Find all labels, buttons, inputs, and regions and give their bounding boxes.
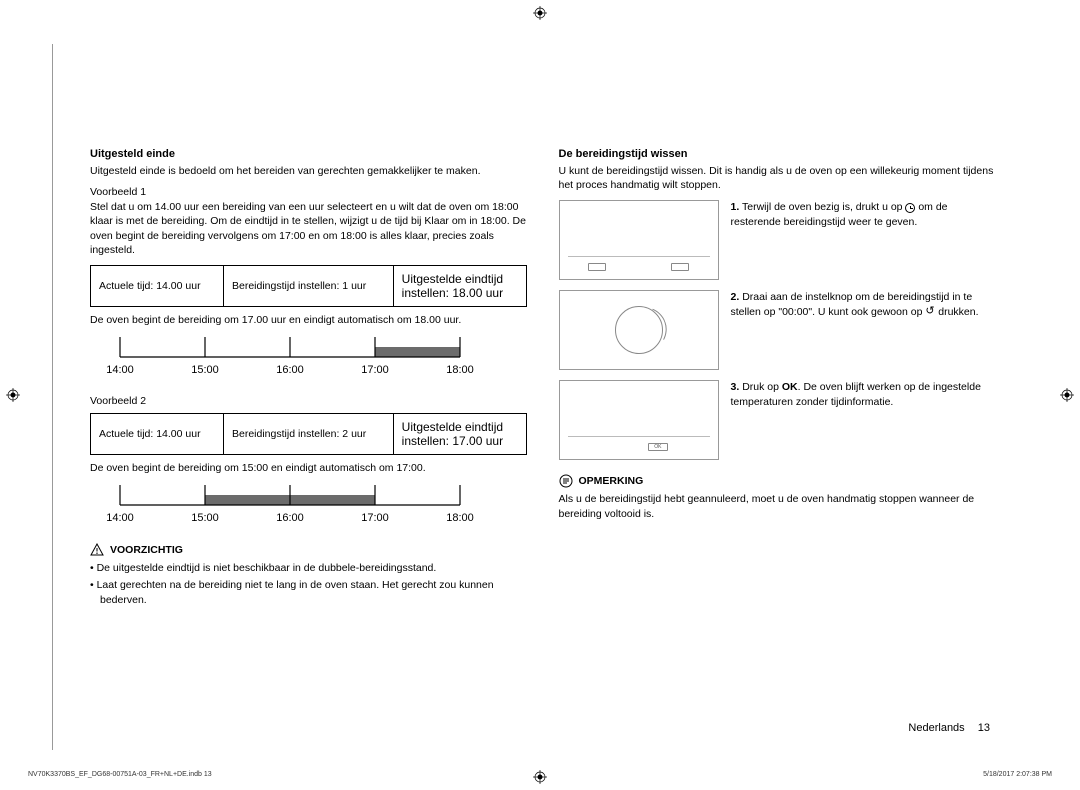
- right-column: De bereidingstijd wissen U kunt de berei…: [559, 148, 996, 609]
- example2-caption: De oven begint de bereiding om 15:00 en …: [90, 461, 527, 475]
- step-3: OK 3. Druk op OK. De oven blijft werken …: [559, 380, 996, 460]
- step-1: 1. Terwijl de oven bezig is, drukt u op …: [559, 200, 996, 280]
- step-2: 2. Draai aan de instelknop om de bereidi…: [559, 290, 996, 370]
- example1-table: Actuele tijd: 14.00 uur Bereidingstijd i…: [90, 265, 527, 307]
- step3-text: 3. Druk op OK. De oven blijft werken op …: [731, 380, 996, 408]
- example1-text: Stel dat u om 14.00 uur een bereiding va…: [90, 200, 527, 257]
- ex1-cell-current-time: Actuele tijd: 14.00 uur: [91, 265, 224, 306]
- timeline-2: 14:00 15:00 16:00 17:00 18:00: [90, 483, 527, 529]
- back-icon: [925, 307, 935, 317]
- caution-bullet-1: • De uitgestelde eindtijd is niet beschi…: [90, 561, 527, 576]
- registration-mark-bottom: [533, 770, 547, 784]
- svg-text:14:00: 14:00: [106, 364, 134, 376]
- step2-text: 2. Draai aan de instelknop om de bereidi…: [731, 290, 996, 318]
- page-content: Uitgesteld einde Uitgesteld einde is bed…: [90, 148, 995, 609]
- print-mark-filename: NV70K3370BS_EF_DG68-00751A-03_FR+NL+DE.i…: [28, 771, 212, 778]
- registration-mark-top: [533, 6, 547, 20]
- timeline-1: 14:00 15:00 16:00 17:00 18:00: [90, 335, 527, 381]
- svg-text:15:00: 15:00: [191, 364, 219, 376]
- note-label: OPMERKING: [579, 475, 644, 487]
- step3-illustration: OK: [559, 380, 719, 460]
- ex1-cell-cooking-time: Bereidingstijd instellen: 1 uur: [224, 265, 394, 306]
- clock-icon: [905, 203, 915, 213]
- registration-mark-left: [6, 388, 20, 402]
- caution-bullet-2: • Laat gerechten na de bereiding niet te…: [90, 578, 527, 607]
- heading-delayed-end: Uitgesteld einde: [90, 148, 527, 160]
- svg-text:17:00: 17:00: [361, 512, 389, 524]
- page-footer: Nederlands 13: [908, 722, 990, 734]
- example2-label: Voorbeeld 2: [90, 395, 527, 407]
- ex2-cell-end-time: Uitgestelde eindtijd instellen: 17.00 uu…: [393, 414, 526, 455]
- caution-label: VOORZICHTIG: [110, 544, 183, 556]
- svg-text:15:00: 15:00: [191, 512, 219, 524]
- registration-mark-right: [1060, 388, 1074, 402]
- ex2-cell-cooking-time: Bereidingstijd instellen: 2 uur: [224, 414, 394, 455]
- intro-text: Uitgesteld einde is bedoeld om het berei…: [90, 164, 527, 178]
- example1-label: Voorbeeld 1: [90, 186, 527, 198]
- clear-intro: U kunt de bereidingstijd wissen. Dit is …: [559, 164, 996, 192]
- step2-illustration: [559, 290, 719, 370]
- warning-icon: [90, 543, 104, 557]
- svg-text:18:00: 18:00: [446, 364, 474, 376]
- heading-clear-time: De bereidingstijd wissen: [559, 148, 996, 160]
- svg-text:18:00: 18:00: [446, 512, 474, 524]
- note-icon: [559, 474, 573, 488]
- footer-language: Nederlands: [908, 722, 964, 734]
- ex2-cell-current-time: Actuele tijd: 14.00 uur: [91, 414, 224, 455]
- note-text: Als u de bereidingstijd hebt geannuleerd…: [559, 492, 996, 520]
- svg-text:14:00: 14:00: [106, 512, 134, 524]
- svg-text:16:00: 16:00: [276, 364, 304, 376]
- print-mark-timestamp: 5/18/2017 2:07:38 PM: [983, 771, 1052, 778]
- caution-heading: VOORZICHTIG: [90, 543, 527, 557]
- step1-text: 1. Terwijl de oven bezig is, drukt u op …: [731, 200, 996, 228]
- step1-illustration: [559, 200, 719, 280]
- example1-caption: De oven begint de bereiding om 17.00 uur…: [90, 313, 527, 327]
- crop-guide-line: [52, 44, 53, 750]
- footer-page-number: 13: [978, 722, 990, 734]
- svg-text:16:00: 16:00: [276, 512, 304, 524]
- example2-table: Actuele tijd: 14.00 uur Bereidingstijd i…: [90, 413, 527, 455]
- steps-list: 1. Terwijl de oven bezig is, drukt u op …: [559, 200, 996, 460]
- left-column: Uitgesteld einde Uitgesteld einde is bed…: [90, 148, 527, 609]
- ex1-cell-end-time: Uitgestelde eindtijd instellen: 18.00 uu…: [393, 265, 526, 306]
- note-heading: OPMERKING: [559, 474, 996, 488]
- svg-text:17:00: 17:00: [361, 364, 389, 376]
